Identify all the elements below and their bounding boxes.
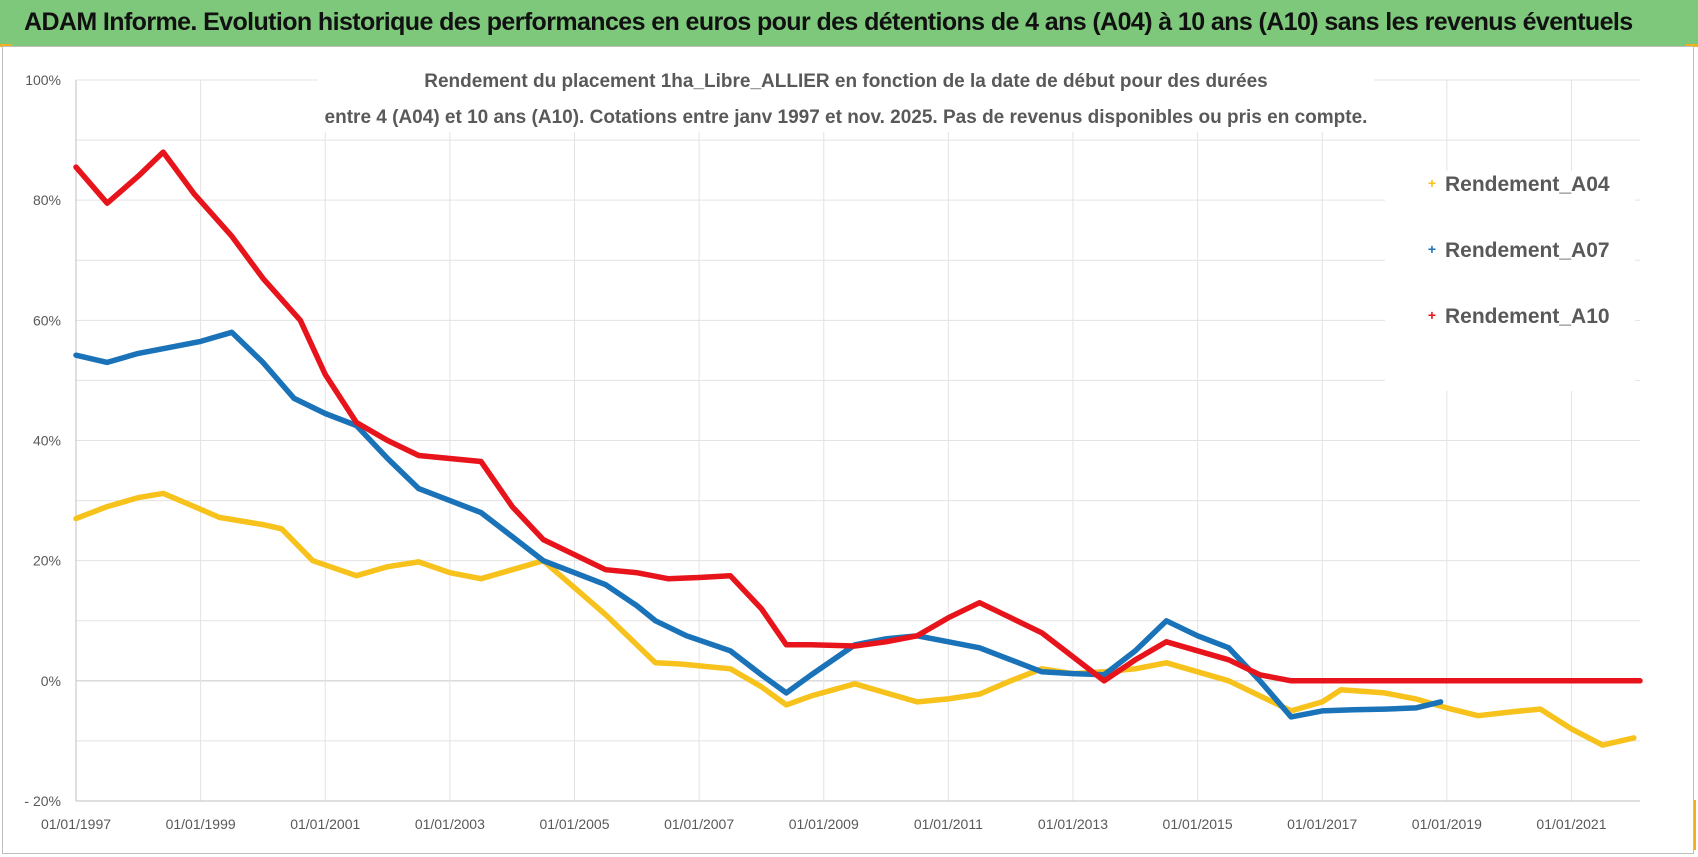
x-axis-labels: 01/01/1997 01/01/1999 01/01/2001 01/01/2003… <box>41 816 1607 832</box>
series-line-rendement_a10 <box>73 149 1643 684</box>
x-tick-label: 01/01/2011 <box>914 816 983 832</box>
legend-label: Rendement_A04 <box>1445 173 1610 196</box>
corner-mark-bottom-right <box>1693 800 1696 850</box>
y-tick-label: - 20% <box>24 793 61 809</box>
header-banner: ADAM Informe. Evolution historique des p… <box>0 0 1698 47</box>
x-tick-label: 01/01/2009 <box>789 816 859 832</box>
banner-title: ADAM Informe. Evolution historique des p… <box>24 8 1633 36</box>
performance-chart: 100%80%60%40%20%0%- 20% 01/01/1997 01/01/… <box>24 60 1643 832</box>
x-tick-label: 01/01/1999 <box>166 816 236 832</box>
series-lines <box>73 149 1643 748</box>
x-tick-label: 01/01/2003 <box>415 816 485 832</box>
legend-box <box>1385 171 1635 391</box>
y-tick-label: 80% <box>33 192 61 208</box>
x-tick-label: 01/01/1997 <box>41 816 111 832</box>
y-tick-label: 100% <box>25 72 61 88</box>
legend-marker-icon: + <box>1428 241 1436 257</box>
title-backdrop <box>318 60 1374 132</box>
legend-marker-icon: + <box>1428 307 1436 323</box>
x-tick-label: 01/01/2001 <box>290 816 360 832</box>
x-tick-label: 01/01/2005 <box>539 816 609 832</box>
x-tick-label: 01/01/2021 <box>1536 816 1606 832</box>
chart-title-line2: entre 4 (A04) et 10 ans (A10). Cotations… <box>325 107 1368 128</box>
y-axis-labels: 100% 80% 60% 40% 20% 0% - 20% <box>24 72 61 809</box>
y-tick-label: 60% <box>33 312 61 328</box>
y-tick-label: 20% <box>33 553 61 569</box>
corner-mark-top-left <box>0 44 12 47</box>
legend-marker-icon: + <box>1428 175 1436 191</box>
x-tick-label: 01/01/2013 <box>1038 816 1108 832</box>
legend-label: Rendement_A07 <box>1445 239 1610 262</box>
corner-mark-top-right <box>1686 44 1698 47</box>
y-tick-label: 0% <box>41 673 61 689</box>
x-tick-label: 01/01/2019 <box>1412 816 1482 832</box>
x-tick-label: 01/01/2007 <box>664 816 734 832</box>
series-line-rendement_a04 <box>73 490 1637 748</box>
legend-label: Rendement_A10 <box>1445 305 1610 328</box>
chart-title-line1: Rendement du placement 1ha_Libre_ALLIER … <box>424 71 1268 92</box>
legend: + Rendement_A04 + Rendement_A07 + Rendement_A… <box>1385 171 1635 391</box>
x-tick-label: 01/01/2015 <box>1163 816 1233 832</box>
series-line-rendement_a07 <box>73 329 1444 720</box>
y-tick-label: 40% <box>33 433 61 449</box>
x-tick-label: 01/01/2017 <box>1287 816 1357 832</box>
